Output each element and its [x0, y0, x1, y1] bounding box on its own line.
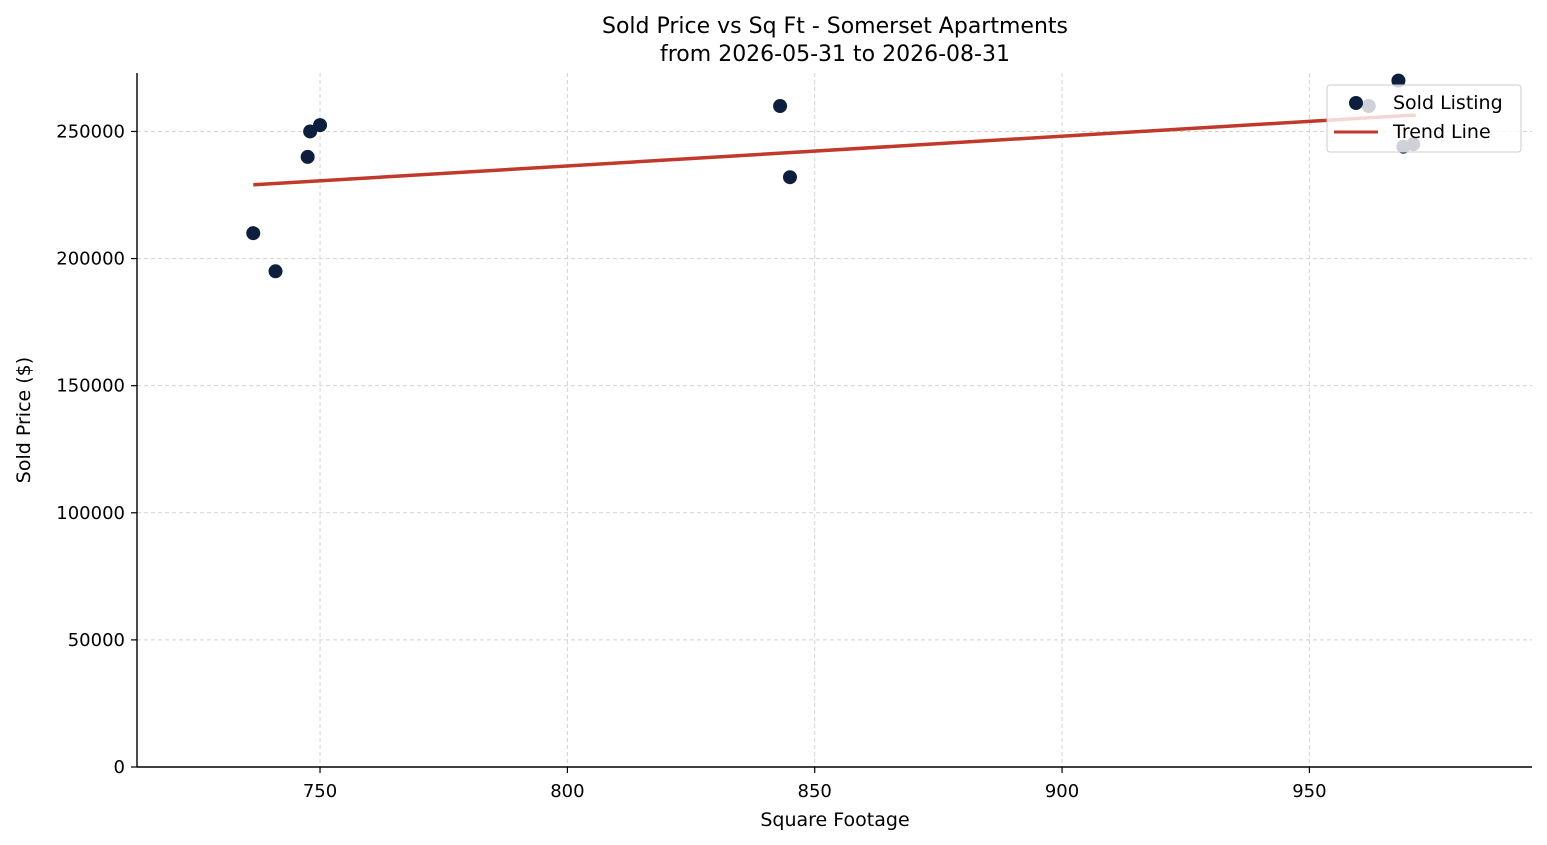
x-axis-ticks: 750 800 850 900 950: [303, 767, 1327, 802]
scatter-point: [300, 149, 315, 164]
scatter-point: [268, 264, 283, 279]
y-tick-label: 150000: [56, 376, 125, 397]
scatter-point: [313, 118, 328, 133]
legend-marker-sold-listing: [1349, 96, 1363, 110]
y-axis-label: Sold Price ($): [13, 357, 35, 483]
scatter-point: [773, 99, 788, 114]
x-tick-label: 800: [550, 781, 584, 802]
x-axis-label: Square Footage: [760, 809, 909, 831]
y-tick-label: 200000: [56, 249, 125, 270]
chart-title: Sold Price vs Sq Ft - Somerset Apartment…: [602, 14, 1068, 39]
trend-line-layer: [253, 113, 1416, 187]
legend-label-sold-listing: Sold Listing: [1393, 92, 1503, 114]
legend-box: [1326, 84, 1522, 153]
x-tick-label: 900: [1045, 781, 1079, 802]
y-axis-ticks: 0 50000 100000 150000 200000 250000: [56, 121, 137, 778]
y-tick-label: 100000: [56, 503, 125, 524]
y-tick-label: 0: [114, 757, 125, 778]
scatter-point: [246, 226, 261, 241]
axes: [136, 73, 1532, 768]
grid-lines: [137, 73, 1532, 767]
trend-line: [253, 113, 1416, 187]
y-tick-label: 50000: [68, 630, 125, 651]
scatter-point: [1391, 73, 1406, 88]
scatter-point: [303, 124, 318, 139]
x-tick-label: 850: [798, 781, 832, 802]
x-tick-label: 950: [1292, 781, 1326, 802]
y-tick-label: 250000: [56, 121, 125, 142]
legend: Sold Listing Trend Line: [1326, 84, 1522, 153]
legend-label-trend-line: Trend Line: [1392, 121, 1491, 143]
scatter-point: [782, 170, 797, 185]
chart-subtitle: from 2026-05-31 to 2026-08-31: [660, 42, 1010, 67]
x-tick-label: 750: [303, 781, 337, 802]
